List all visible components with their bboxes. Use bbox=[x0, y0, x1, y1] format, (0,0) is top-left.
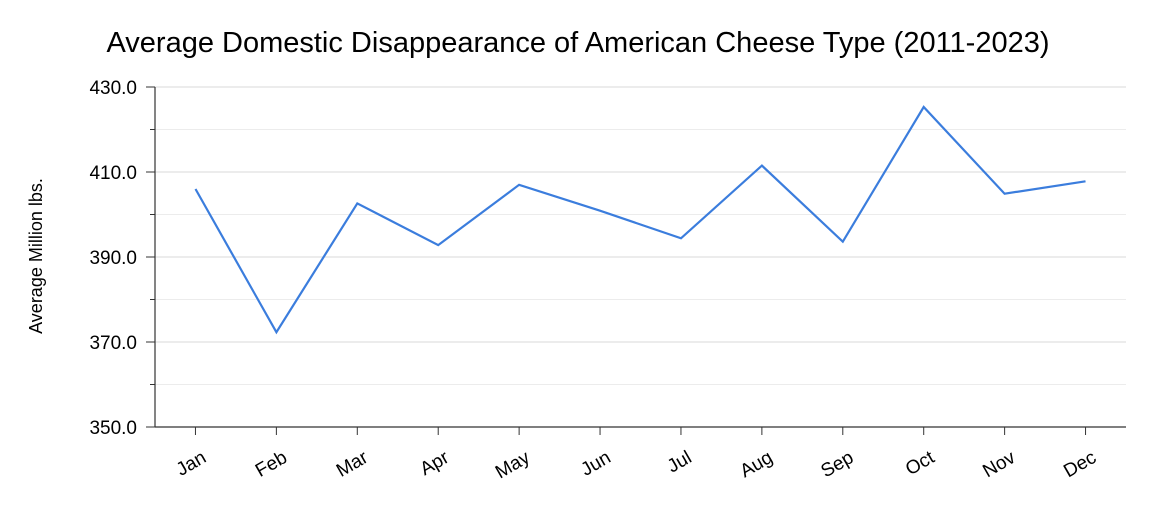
x-tick-label: Sep bbox=[818, 447, 858, 482]
y-axis-label: Average Million lbs. bbox=[26, 178, 46, 334]
x-tick-label: Mar bbox=[333, 447, 372, 482]
x-tick-labels: Jan Feb Mar Apr May Jun Jul Aug Sep Oct Nov Dec bbox=[173, 447, 1100, 483]
y-tick-label: 430.0 bbox=[89, 78, 137, 99]
x-tick-label: Jun bbox=[578, 447, 615, 481]
series-layer bbox=[195, 107, 1085, 332]
x-tick-label: Nov bbox=[979, 447, 1019, 482]
series-line bbox=[196, 107, 1086, 332]
x-tick-label: Jan bbox=[173, 447, 210, 481]
gridlines bbox=[155, 87, 1126, 385]
x-tick-label: Aug bbox=[737, 447, 777, 482]
y-tick-label: 350.0 bbox=[89, 418, 137, 439]
axes bbox=[146, 87, 1126, 435]
x-tick-label: Apr bbox=[417, 447, 454, 480]
y-tick-label: 390.0 bbox=[89, 248, 137, 269]
chart-title: Average Domestic Disappearance of Americ… bbox=[106, 27, 1049, 59]
y-tick-label: 410.0 bbox=[89, 163, 137, 184]
x-tick-label: May bbox=[492, 447, 534, 483]
x-tick-label: Feb bbox=[252, 447, 291, 482]
x-tick-label: Jul bbox=[664, 447, 696, 477]
x-tick-label: Oct bbox=[902, 447, 939, 480]
y-tick-labels: 350.0 370.0 390.0 410.0 430.0 bbox=[89, 78, 137, 439]
x-tick-label: Dec bbox=[1060, 447, 1100, 482]
y-tick-label: 370.0 bbox=[89, 333, 137, 354]
